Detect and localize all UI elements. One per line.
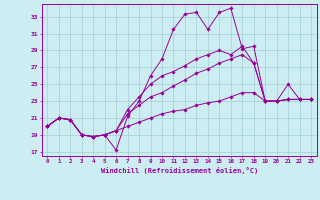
X-axis label: Windchill (Refroidissement éolien,°C): Windchill (Refroidissement éolien,°C): [100, 167, 258, 174]
